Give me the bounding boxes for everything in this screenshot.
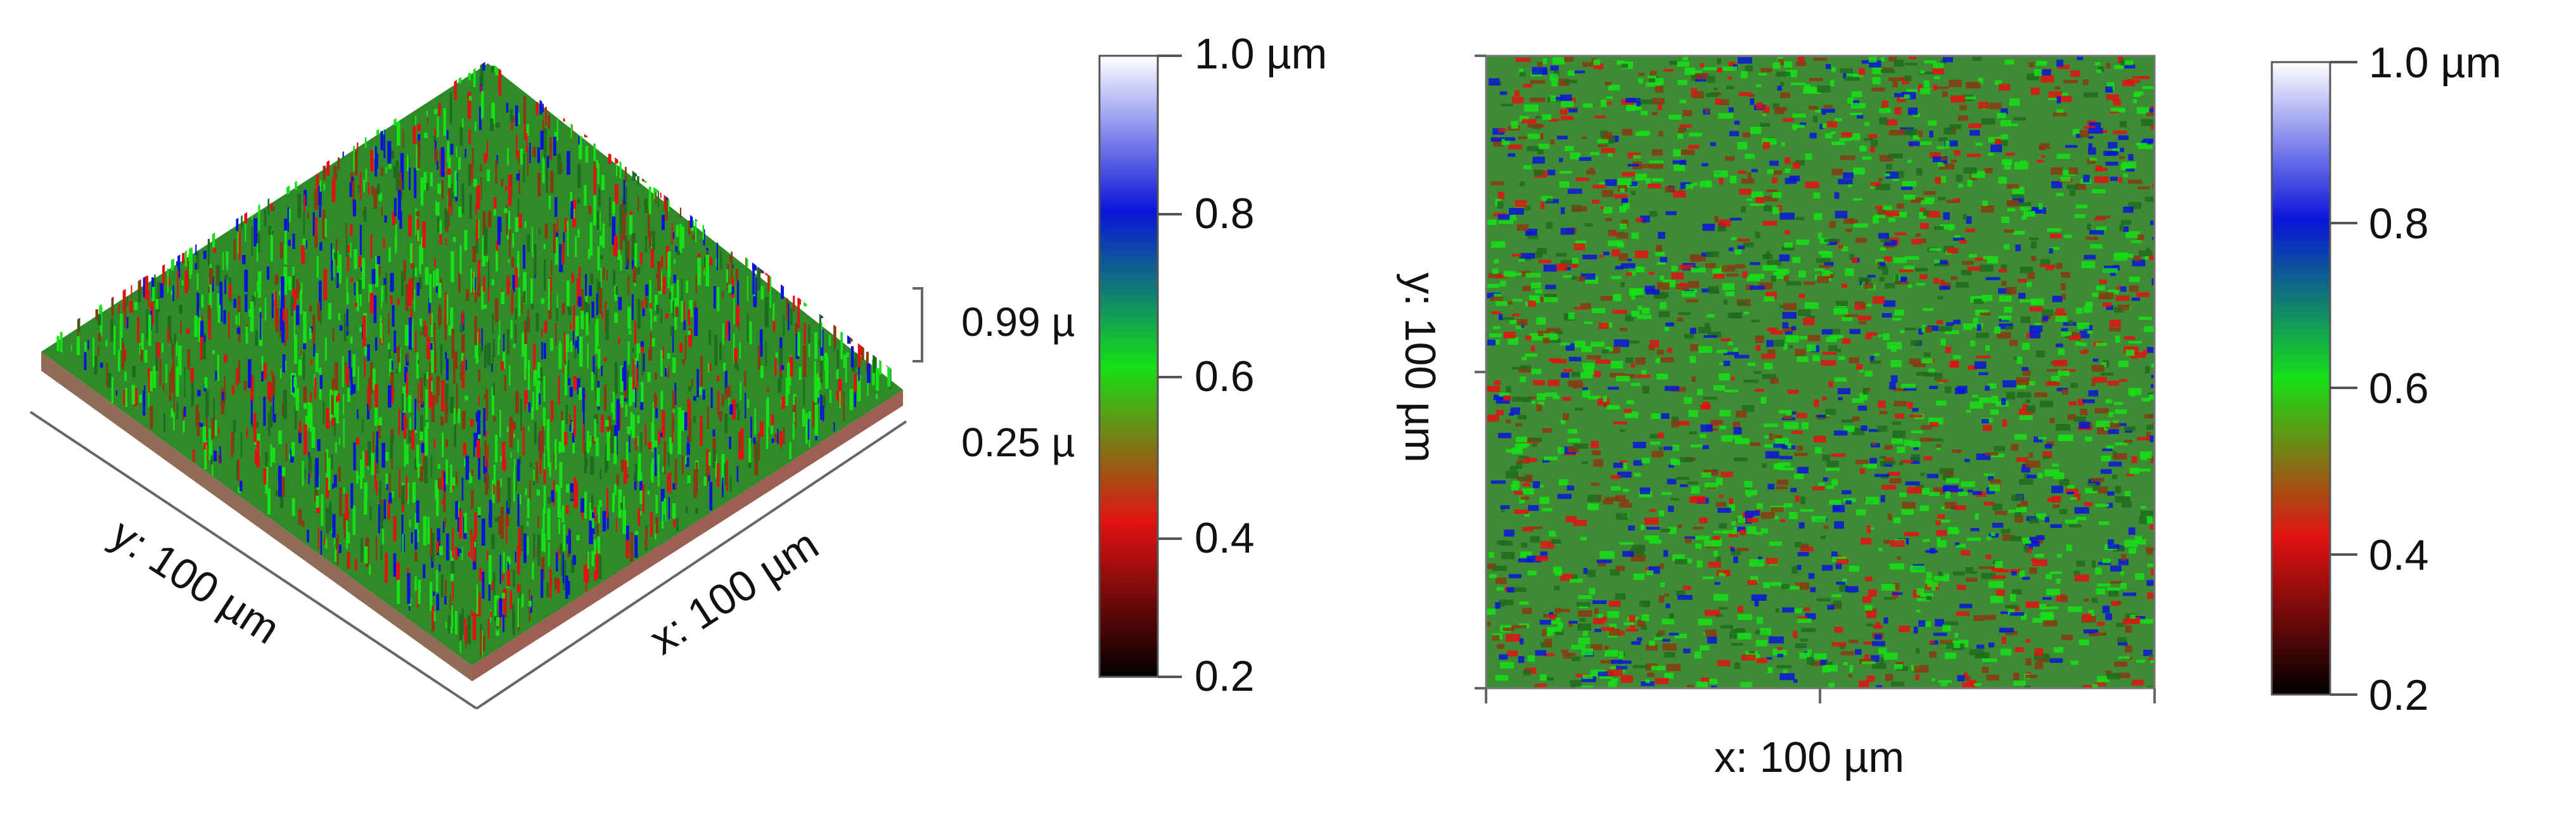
- colorbar-left-tick-label: 0.4: [1195, 514, 1255, 562]
- map-y-axis-label: y: 100 µm: [1396, 273, 1444, 463]
- colorbar-right: 1.0 µm 0.8 0.6 0.4 0.2: [2271, 39, 2501, 719]
- colorbar-left-tick-label: 0.6: [1195, 352, 1255, 401]
- surface-3d-plot: 0.99 µ 0.25 µ y: 100 µm x: 100 µm: [29, 60, 1075, 710]
- colorbar-left-tick-label: 0.8: [1195, 189, 1255, 238]
- colorbar-right-tick-label: 0.4: [2369, 531, 2429, 579]
- y-axis-base-line: [29, 411, 478, 710]
- z-bottom-label: 0.25 µ: [961, 420, 1075, 465]
- height-map-2d: y: 100 µm x: 100 µm: [1396, 55, 2156, 781]
- surface-top-face: [41, 63, 903, 665]
- map-x-axis-label: x: 100 µm: [1714, 733, 1904, 781]
- x-axis-base-line: [475, 420, 907, 710]
- surface-texture: [56, 60, 897, 657]
- colorbar-right-tick-label: 0.8: [2369, 200, 2429, 248]
- height-map-texture: [1486, 56, 2155, 688]
- colorbar-left-top-label: 1.0 µm: [1195, 30, 1327, 78]
- colorbar-left-tick-label: 0.2: [1195, 652, 1255, 700]
- y-axis-label-3d: y: 100 µm: [103, 510, 288, 653]
- colorbar-left-gradient: [1098, 55, 1159, 678]
- surface-front-edge-right: [472, 390, 903, 681]
- surface-front-edge-left: [41, 352, 472, 681]
- colorbar-right-tick-label: 0.6: [2369, 364, 2429, 413]
- colorbar-right-top-label: 1.0 µm: [2369, 39, 2501, 87]
- colorbar-left: 1.0 µm 0.8 0.6 0.4 0.2: [1098, 30, 1327, 700]
- colorbar-right-gradient: [2271, 61, 2331, 696]
- colorbar-right-tick-label: 0.2: [2369, 671, 2429, 719]
- z-scale-bracket: [913, 287, 923, 363]
- z-top-label: 0.99 µ: [961, 299, 1075, 345]
